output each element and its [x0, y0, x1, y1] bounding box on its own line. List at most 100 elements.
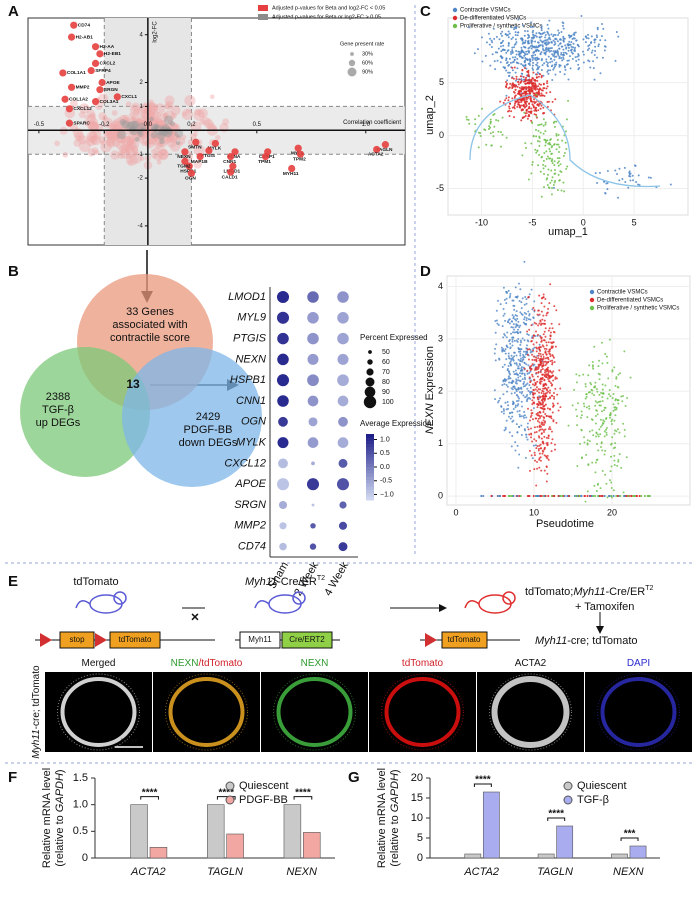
cell-point	[513, 105, 516, 108]
cell-point	[538, 93, 541, 96]
legend-label: PDGF-BB	[239, 794, 288, 806]
cell-point	[505, 358, 508, 361]
cell-point	[540, 195, 543, 198]
gene-point	[113, 93, 121, 101]
cell-point	[532, 444, 535, 447]
gene-point	[294, 144, 302, 152]
cell-point	[547, 69, 550, 72]
cell-point	[627, 495, 630, 497]
cell-point	[514, 79, 517, 82]
cell-point	[511, 69, 514, 72]
background-gene	[73, 139, 81, 147]
cell-point	[540, 469, 543, 472]
cell-point	[516, 330, 519, 333]
cell-point	[552, 341, 555, 344]
cell-point	[465, 118, 468, 121]
cell-point	[562, 48, 565, 51]
cell-point	[523, 356, 526, 359]
cell-point	[528, 495, 531, 497]
y-tick-label: 3	[438, 333, 443, 343]
cell-point	[502, 44, 505, 47]
cell-point	[538, 421, 541, 424]
cell-point	[546, 82, 549, 85]
cell-point	[566, 59, 569, 62]
size-legend-label: 80	[382, 379, 390, 386]
cell-point	[520, 51, 523, 54]
background-gene	[181, 108, 193, 121]
cell-point	[545, 157, 548, 160]
background-gene	[94, 149, 100, 155]
cell-point	[546, 155, 549, 158]
cell-point	[539, 94, 542, 97]
cell-point	[527, 50, 530, 53]
color-bar-step	[366, 440, 374, 445]
cell-point	[552, 370, 555, 373]
cell-point	[551, 60, 554, 63]
background-gene	[108, 122, 116, 131]
cell-point	[546, 61, 549, 64]
gene-label: CNN1	[236, 395, 266, 407]
cell-point	[557, 173, 560, 176]
expression-dot	[279, 522, 287, 530]
y-tick-label: 5	[439, 77, 444, 87]
size-legend-dot	[365, 377, 375, 387]
cell-point	[531, 56, 534, 59]
cell-point	[536, 467, 539, 470]
cell-point	[549, 360, 552, 363]
background-gene	[131, 102, 141, 112]
cell-point	[502, 336, 505, 339]
y-tick-label: 1.0	[73, 799, 88, 811]
cell-point	[543, 62, 546, 65]
background-gene	[143, 102, 148, 107]
cell-point	[543, 305, 546, 308]
cell-point	[514, 102, 517, 105]
channel-label: NEXN/tdTomato	[171, 658, 243, 669]
cell-point	[573, 388, 576, 391]
cell-point	[499, 100, 502, 103]
cell-point	[578, 495, 581, 497]
expression-dot	[336, 478, 350, 491]
expression-dot	[279, 542, 287, 551]
cell-point	[511, 344, 514, 347]
cell-point	[519, 343, 522, 346]
cell-point	[528, 433, 531, 436]
cell-point	[593, 394, 596, 397]
cell-point	[505, 83, 508, 86]
cell-point	[510, 26, 513, 29]
cell-point	[496, 51, 499, 54]
cell-point	[536, 149, 539, 152]
cell-point	[499, 303, 502, 306]
cell-point	[531, 40, 534, 43]
cell-point	[556, 138, 559, 141]
cell-point	[540, 123, 543, 126]
cell-point	[598, 171, 601, 174]
cell-point	[498, 358, 501, 361]
cell-point	[499, 131, 502, 134]
cell-point	[536, 495, 539, 497]
cell-point	[534, 109, 537, 112]
cell-point	[505, 86, 508, 89]
background-gene	[79, 103, 90, 114]
cell-point	[539, 456, 542, 459]
cell-point	[513, 373, 516, 376]
cell-point	[513, 46, 516, 49]
cell-point	[590, 35, 593, 38]
cell-point	[504, 352, 507, 355]
cell-point	[502, 393, 505, 396]
gene-point	[98, 78, 106, 87]
cell-point	[612, 495, 615, 497]
cell-point	[524, 30, 527, 33]
scale-bar-label: 100 μm	[121, 738, 138, 744]
cell-point	[465, 115, 468, 118]
legend-label: TGF-β	[577, 794, 609, 806]
cell-point	[555, 421, 558, 424]
cell-point	[489, 37, 492, 40]
background-gene	[197, 108, 208, 119]
cell-point	[528, 384, 531, 387]
cell-point	[533, 300, 536, 303]
channel-label-part: NEXN	[301, 658, 329, 669]
cell-point	[577, 58, 580, 61]
cell-point	[526, 353, 529, 356]
cell-point	[547, 373, 550, 376]
channel-label: NEXN	[301, 658, 329, 669]
